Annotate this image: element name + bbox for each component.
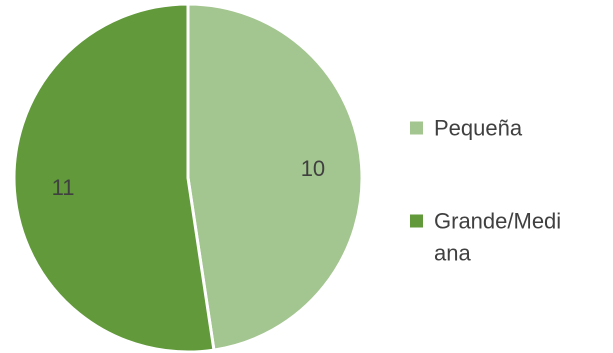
data-label-0: 10 <box>301 156 325 181</box>
legend-entry-0: Pequeña <box>410 116 523 141</box>
legend-swatch-1 <box>410 214 423 228</box>
legend-label-0-line-0: Pequeña <box>434 116 523 141</box>
pie-slices <box>12 2 364 353</box>
data-label-1: 11 <box>52 175 75 200</box>
legend: Pequeña Grande/Medi ana <box>410 116 561 266</box>
pie-slice-1 <box>12 2 216 353</box>
legend-label-1-line-0: Grande/Medi <box>434 209 561 234</box>
legend-swatch-0 <box>410 121 423 135</box>
pie-slice-0 <box>186 2 364 352</box>
legend-label-1-line-1: ana <box>434 241 471 266</box>
legend-entry-1: Grande/Medi ana <box>410 209 561 266</box>
pie-data-labels: 10 11 <box>52 156 326 200</box>
